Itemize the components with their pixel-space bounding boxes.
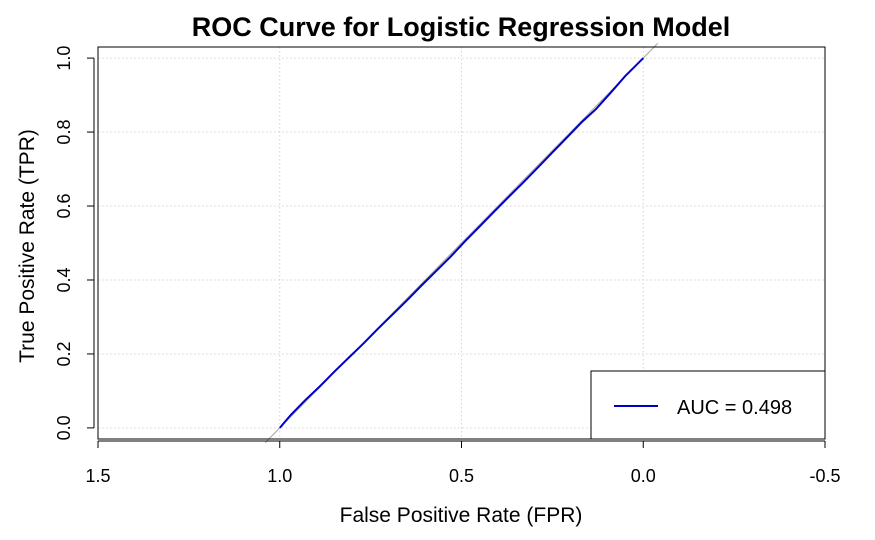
x-tick-label: -0.5 bbox=[809, 466, 840, 486]
y-tick-label: 0.2 bbox=[54, 341, 74, 366]
roc-curve-line bbox=[279, 57, 645, 429]
legend: AUC = 0.498 bbox=[590, 370, 826, 440]
y-axis-title: True Positive Rate (TPR) bbox=[16, 129, 39, 363]
x-tick-label: 0.5 bbox=[449, 466, 474, 486]
y-tick-label: 0.4 bbox=[54, 267, 74, 292]
y-tick-label: 0.0 bbox=[54, 415, 74, 440]
y-axis: 0.0 0.2 0.4 0.6 0.8 1.0 bbox=[54, 46, 95, 440]
x-tick-label: 0.0 bbox=[631, 466, 656, 486]
x-tick-label: 1.5 bbox=[85, 466, 110, 486]
y-tick-label: 0.6 bbox=[54, 194, 74, 219]
y-tick-label: 1.0 bbox=[54, 46, 74, 71]
x-tick-label: 1.0 bbox=[267, 466, 292, 486]
chart-title: ROC Curve for Logistic Regression Model bbox=[192, 12, 731, 42]
plot-area-border bbox=[97, 46, 826, 440]
x-axis: 1.5 1.0 0.5 0.0 -0.5 bbox=[85, 440, 841, 486]
y-tick-label: 0.8 bbox=[54, 120, 74, 145]
legend-label: AUC = 0.498 bbox=[677, 397, 792, 419]
x-axis-title: False Positive Rate (FPR) bbox=[340, 504, 583, 527]
